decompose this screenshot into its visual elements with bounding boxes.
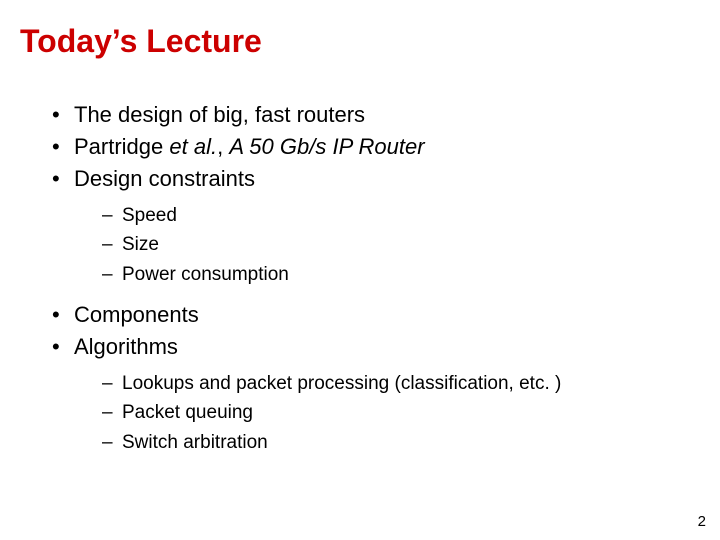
sub-bullet-list: Speed Size Power consumption (74, 201, 700, 289)
bullet-text: , (217, 134, 229, 159)
sub-bullet-item: Switch arbitration (102, 428, 700, 457)
slide-title: Today’s Lecture (20, 24, 700, 59)
sub-bullet-item: Packet queuing (102, 398, 700, 427)
sub-bullet-item: Size (102, 230, 700, 259)
bullet-item: Components (52, 299, 700, 331)
bullet-text: Design constraints (74, 166, 255, 191)
bullet-text: Partridge (74, 134, 169, 159)
bullet-item: Partridge et al., A 50 Gb/s IP Router (52, 131, 700, 163)
bullet-text-italic: et al. (169, 134, 217, 159)
bullet-item: Algorithms Lookups and packet processing… (52, 331, 700, 457)
slide: Today’s Lecture The design of big, fast … (0, 0, 720, 540)
page-number: 2 (698, 513, 706, 530)
sub-bullet-list: Lookups and packet processing (classific… (74, 369, 700, 457)
sub-bullet-item: Lookups and packet processing (classific… (102, 369, 700, 398)
bullet-item: Design constraints Speed Size Power cons… (52, 163, 700, 289)
bullet-text: Algorithms (74, 334, 178, 359)
bullet-text-italic: A 50 Gb/s IP Router (229, 134, 424, 159)
bullet-item: The design of big, fast routers (52, 99, 700, 131)
sub-bullet-item: Speed (102, 201, 700, 230)
sub-bullet-item: Power consumption (102, 260, 700, 289)
bullet-list: The design of big, fast routers Partridg… (20, 99, 700, 457)
